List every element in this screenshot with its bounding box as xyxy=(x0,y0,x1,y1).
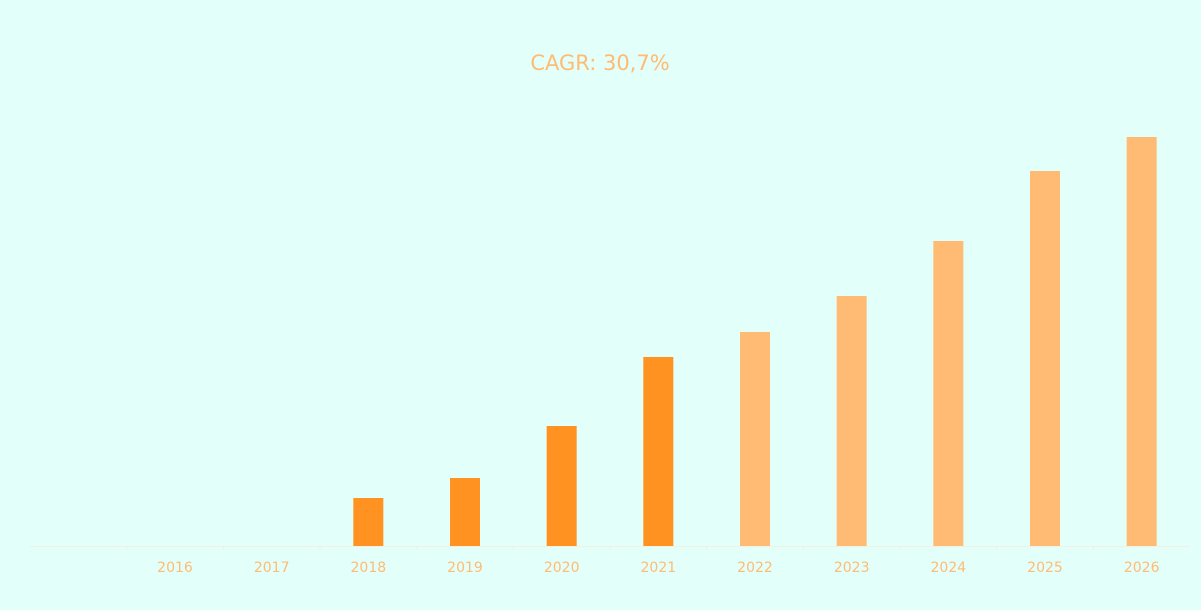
bar xyxy=(740,332,770,546)
bar xyxy=(933,241,964,546)
x-tick-label: 2020 xyxy=(544,560,580,576)
x-tick-label: 2017 xyxy=(254,560,290,576)
bar xyxy=(1030,171,1060,546)
bar xyxy=(450,478,480,546)
chart-title: CAGR: 30,7% xyxy=(530,51,669,75)
bar xyxy=(643,357,674,546)
bar xyxy=(836,296,867,546)
x-tick-label: 2021 xyxy=(641,560,677,576)
bar xyxy=(1126,137,1157,546)
x-tick-label: 2018 xyxy=(351,560,387,576)
x-tick-label: 2024 xyxy=(931,560,967,576)
x-tick-label: 2023 xyxy=(834,560,870,576)
bar xyxy=(353,498,384,546)
x-tick-label: 2025 xyxy=(1027,560,1063,576)
x-tick-label: 2026 xyxy=(1124,560,1160,576)
x-tick-label: 2016 xyxy=(157,560,193,576)
x-tick-label: 2019 xyxy=(447,560,483,576)
bar xyxy=(546,426,577,546)
x-tick-label: 2022 xyxy=(737,560,773,576)
